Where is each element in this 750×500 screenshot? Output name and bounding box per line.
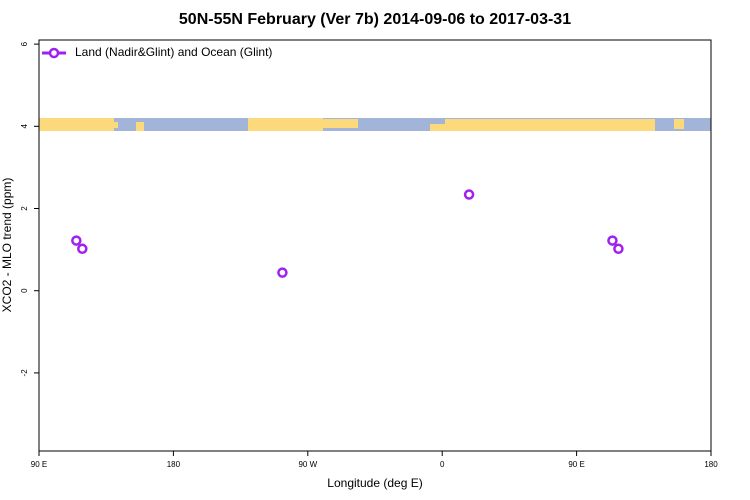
- map-strip: [39, 118, 711, 131]
- y-tick-label: -2: [20, 369, 29, 377]
- y-tick-label: 0: [20, 288, 29, 293]
- plot-frame: [38, 39, 712, 452]
- data-point: [71, 235, 82, 246]
- data-point: [277, 267, 288, 278]
- data-point: [77, 243, 88, 255]
- x-tick-label: 0: [440, 460, 445, 469]
- y-tick-label: 6: [20, 41, 29, 46]
- x-tick-label: 180: [704, 460, 718, 469]
- x-axis-label: Longitude (deg E): [327, 476, 422, 490]
- x-tick-label: 90 E: [31, 460, 47, 469]
- data-point: [607, 235, 618, 246]
- data-point: [463, 189, 475, 200]
- data-point: [613, 243, 624, 255]
- legend: Land (Nadir&Glint) and Ocean (Glint): [42, 45, 272, 59]
- chart-title: 50N-55N February (Ver 7b) 2014-09-06 to …: [179, 11, 571, 28]
- x-tick-label: 90 E: [568, 460, 584, 469]
- legend-marker: [48, 47, 60, 59]
- x-tick-label: 90 W: [298, 460, 317, 469]
- x-tick-label: 180: [167, 460, 181, 469]
- y-tick-label: 4: [20, 124, 29, 129]
- legend-label: Land (Nadir&Glint) and Ocean (Glint): [75, 45, 272, 59]
- y-tick-label: 2: [20, 206, 29, 211]
- y-axis-label: XCO2 - MLO trend (ppm): [0, 178, 14, 313]
